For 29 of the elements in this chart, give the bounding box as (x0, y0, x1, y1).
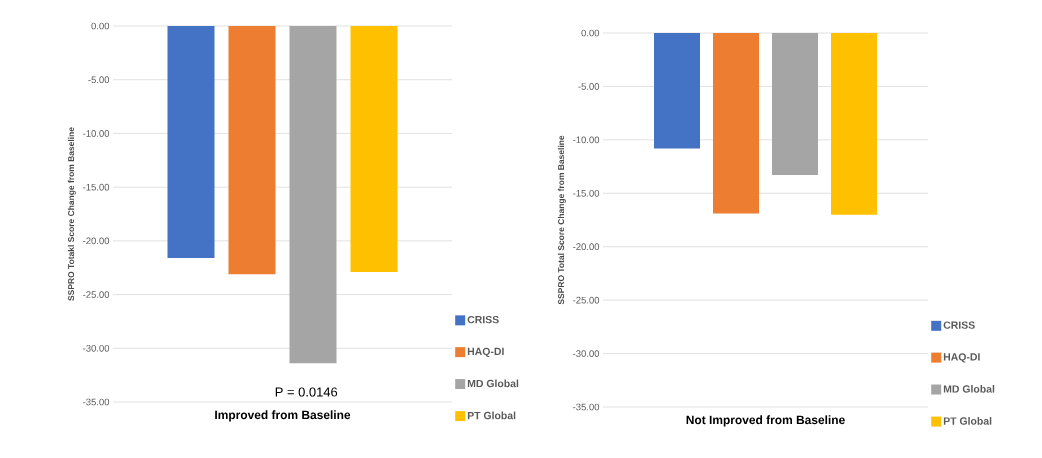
y-tick-label: -30.00 (573, 350, 600, 357)
y-tick-label: -25.00 (83, 291, 110, 298)
legend-label: CRISS (943, 321, 975, 329)
y-tick-label: -35.00 (573, 403, 600, 411)
y-tick-label: 0.00 (91, 22, 110, 30)
legend-label: PT Global (943, 417, 992, 425)
legend-label: PT Global (467, 411, 516, 420)
y-tick-label: -25.00 (573, 296, 600, 304)
y-axis-title: SSPRO Total Score Change from Baseline (557, 135, 566, 305)
y-tick-label: -5.00 (88, 76, 110, 84)
legend-label: MD Global (943, 384, 995, 393)
y-tick-label: -35.00 (83, 398, 110, 406)
x-axis-title: Not Improved from Baseline (686, 415, 845, 427)
x-axis-title: Improved from Baseline (215, 410, 351, 422)
y-tick-label: 0.00 (581, 29, 600, 37)
y-tick-label: -30.00 (83, 344, 110, 352)
annotation: P = 0.0146 (275, 387, 338, 397)
y-tick-label: -15.00 (573, 189, 600, 197)
y-tick-label: -10.00 (573, 136, 600, 144)
legend-label: CRISS (467, 315, 499, 324)
y-tick-label: -10.00 (83, 130, 110, 137)
y-tick-label: -15.00 (83, 183, 110, 191)
y-tick-label: -5.00 (578, 83, 600, 90)
legend-label: HAQ-DI (943, 353, 980, 363)
legend-label: MD Global (467, 379, 519, 388)
y-tick-label: -20.00 (83, 237, 110, 245)
y-tick-label: -20.00 (573, 243, 600, 251)
legend-label: HAQ-DI (467, 347, 504, 358)
y-axis-title: SSPRO Totakl Score Change from Baseline (67, 127, 76, 301)
